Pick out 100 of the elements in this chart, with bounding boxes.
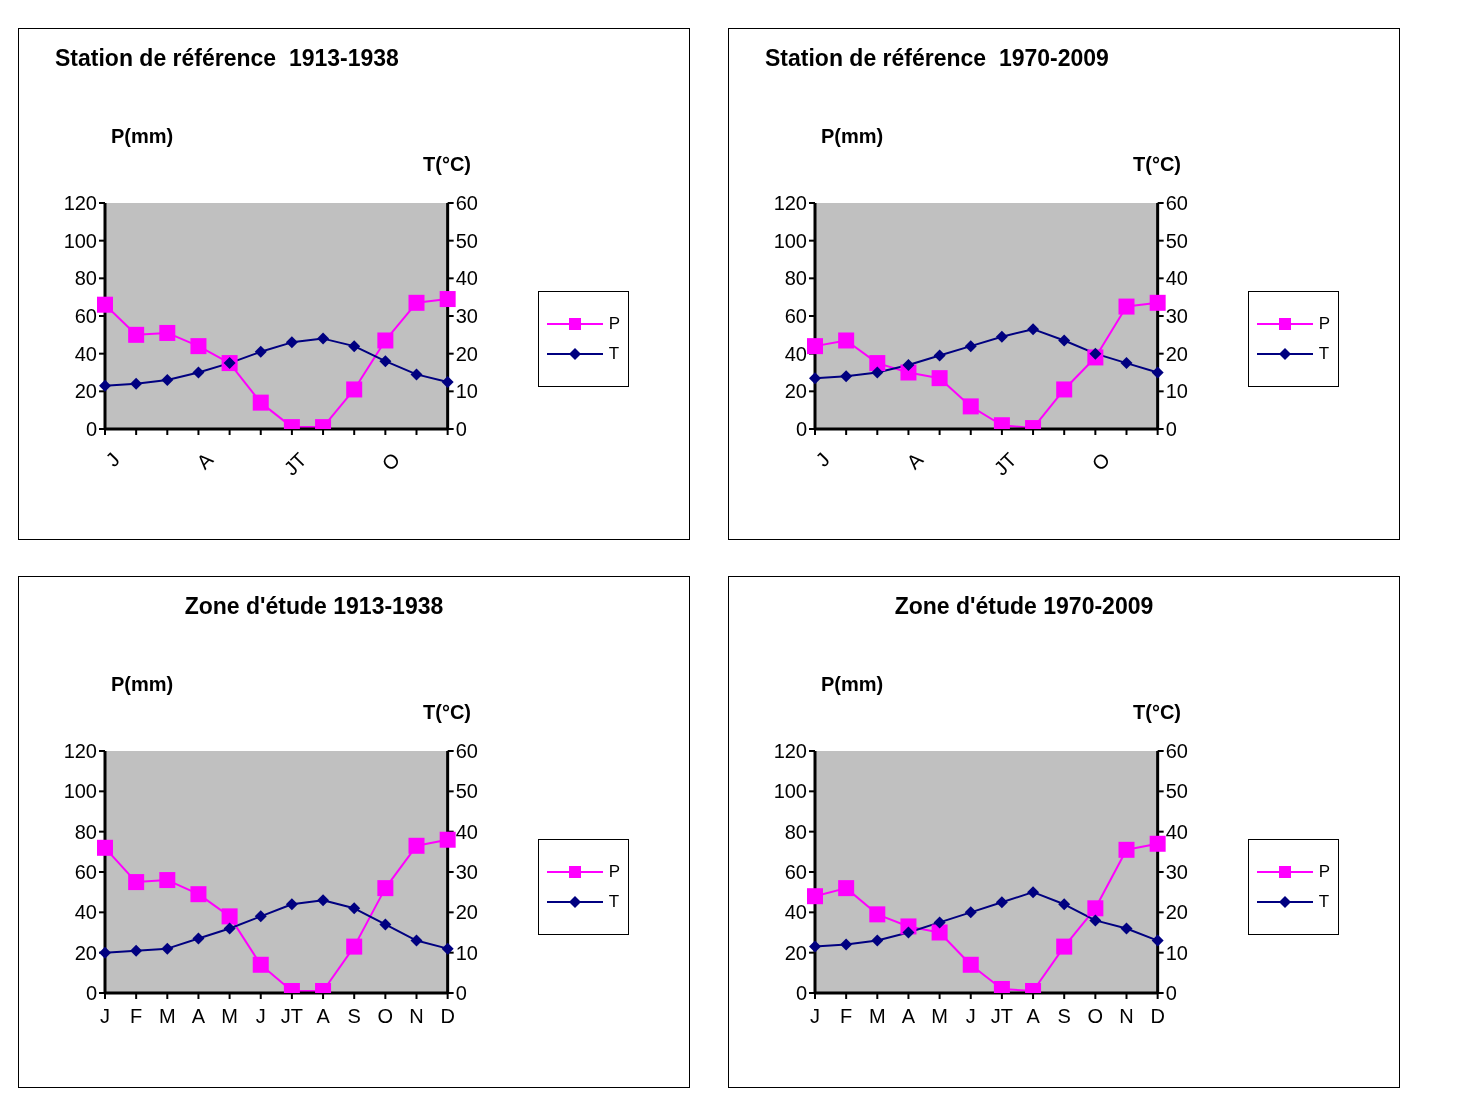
point xyxy=(130,944,143,957)
y-tick-label: 80 xyxy=(784,820,807,843)
point xyxy=(161,374,174,387)
y-tick-label: 40 xyxy=(784,342,807,365)
chart-title: Zone d'étude 1970-2009 xyxy=(893,593,1155,620)
point xyxy=(441,375,454,388)
y2-tick-label: 60 xyxy=(1165,192,1188,215)
point xyxy=(97,296,113,313)
point xyxy=(348,340,361,353)
point xyxy=(995,896,1008,909)
point xyxy=(933,349,946,362)
point xyxy=(159,324,176,341)
point xyxy=(995,330,1008,343)
y2-tick-label: 10 xyxy=(1165,380,1188,403)
point xyxy=(192,366,205,379)
y2-tick-label: 0 xyxy=(1165,418,1177,441)
x-tick-label: D xyxy=(440,1005,455,1028)
y-tick-label: 40 xyxy=(74,901,97,924)
legend-label: T xyxy=(608,892,620,912)
y2-tick-label: 40 xyxy=(1165,267,1188,290)
point xyxy=(1087,900,1104,917)
point xyxy=(252,394,269,411)
point xyxy=(441,942,454,955)
point xyxy=(1027,886,1040,899)
y-axis-title: P(mm) xyxy=(821,125,884,148)
y2-tick-label: 60 xyxy=(455,192,478,215)
point xyxy=(285,336,298,349)
y-tick-label: 100 xyxy=(773,780,807,803)
y-tick-label: 80 xyxy=(784,267,807,290)
y2-axis-title: T(°C) xyxy=(423,153,471,176)
x-tick-label: A xyxy=(192,447,218,474)
y2-tick-label: 10 xyxy=(455,941,478,964)
x-tick-label: A xyxy=(902,447,928,474)
point xyxy=(869,355,886,372)
x-tick-label: M xyxy=(931,1005,948,1028)
y-tick-label: 80 xyxy=(74,820,97,843)
point xyxy=(317,894,330,907)
y2-tick-label: 40 xyxy=(1165,820,1188,843)
point xyxy=(1118,841,1135,858)
point xyxy=(190,338,207,355)
y-tick-label: 100 xyxy=(63,780,97,803)
y2-tick-label: 40 xyxy=(455,267,478,290)
x-tick-label: D xyxy=(1150,1005,1165,1028)
point xyxy=(807,338,823,355)
y2-tick-label: 30 xyxy=(1165,305,1188,328)
point xyxy=(128,326,145,343)
x-tick-label: JT xyxy=(280,1005,304,1028)
x-tick-label: M xyxy=(158,1005,176,1028)
x-tick-label: N xyxy=(1119,1005,1134,1028)
y2-tick-label: 60 xyxy=(455,740,478,763)
y2-tick-label: 0 xyxy=(455,418,467,441)
point xyxy=(128,874,145,891)
point xyxy=(346,381,363,398)
y2-axis-title: T(°C) xyxy=(1133,153,1181,176)
y2-tick-label: 0 xyxy=(1165,982,1177,1005)
y2-tick-label: 40 xyxy=(455,820,478,843)
y-tick-label: 60 xyxy=(784,861,807,884)
y-tick-label: 20 xyxy=(784,380,807,403)
point xyxy=(807,888,823,905)
y-tick-label: 120 xyxy=(63,192,97,215)
point xyxy=(99,946,111,959)
y2-tick-label: 50 xyxy=(1165,229,1188,252)
point xyxy=(1089,914,1102,927)
point xyxy=(379,355,392,368)
y2-tick-label: 50 xyxy=(1165,780,1188,803)
y-tick-label: 60 xyxy=(74,305,97,328)
x-tick-label: F xyxy=(130,1005,143,1028)
y-axis-title: P(mm) xyxy=(111,673,174,696)
y-tick-label: 80 xyxy=(74,267,97,290)
x-tick-label: O xyxy=(377,1005,394,1028)
point xyxy=(1120,357,1133,370)
point xyxy=(190,886,207,903)
point xyxy=(285,898,298,911)
point xyxy=(1151,366,1164,379)
y2-tick-label: 50 xyxy=(455,780,478,803)
chart-title: Station de référence 1970-2009 xyxy=(764,45,1110,72)
point xyxy=(1058,898,1071,911)
point xyxy=(410,934,423,947)
x-tick-label: A xyxy=(316,1005,331,1028)
point xyxy=(192,932,205,945)
point xyxy=(161,942,174,955)
point xyxy=(931,924,948,941)
legend-label: P xyxy=(608,314,620,334)
y2-tick-label: 20 xyxy=(1165,901,1188,924)
legend-label: P xyxy=(608,862,620,882)
y-tick-label: 100 xyxy=(773,229,807,252)
y-tick-label: 40 xyxy=(74,342,97,365)
point xyxy=(962,956,979,973)
y2-tick-label: 60 xyxy=(1165,740,1188,763)
x-tick-label: A xyxy=(1026,1005,1041,1028)
y2-axis-title: T(°C) xyxy=(423,701,471,724)
point xyxy=(439,831,456,848)
x-tick-label: O xyxy=(1087,448,1115,475)
point xyxy=(254,345,267,358)
y2-axis-title: T(°C) xyxy=(1133,701,1181,724)
point xyxy=(254,910,267,923)
y-tick-label: 0 xyxy=(85,418,97,441)
y-tick-label: 60 xyxy=(784,305,807,328)
point xyxy=(408,837,425,854)
y2-tick-label: 30 xyxy=(455,305,478,328)
